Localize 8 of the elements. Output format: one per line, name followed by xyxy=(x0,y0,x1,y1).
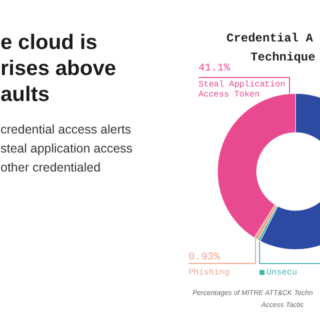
text: e cloud is rises above aults xyxy=(0,31,116,106)
slice-label: Steal Application Access Token xyxy=(198,80,286,100)
slice-label: Phishing xyxy=(188,268,230,278)
data-label: 0.93% xyxy=(188,252,221,264)
text: credential access alerts steal application access other credentialed xyxy=(0,122,133,174)
chart-title: Credential A Technique xyxy=(226,32,316,64)
legend-label: Unsecu xyxy=(266,268,298,278)
data-label: 41.1% xyxy=(198,62,231,74)
